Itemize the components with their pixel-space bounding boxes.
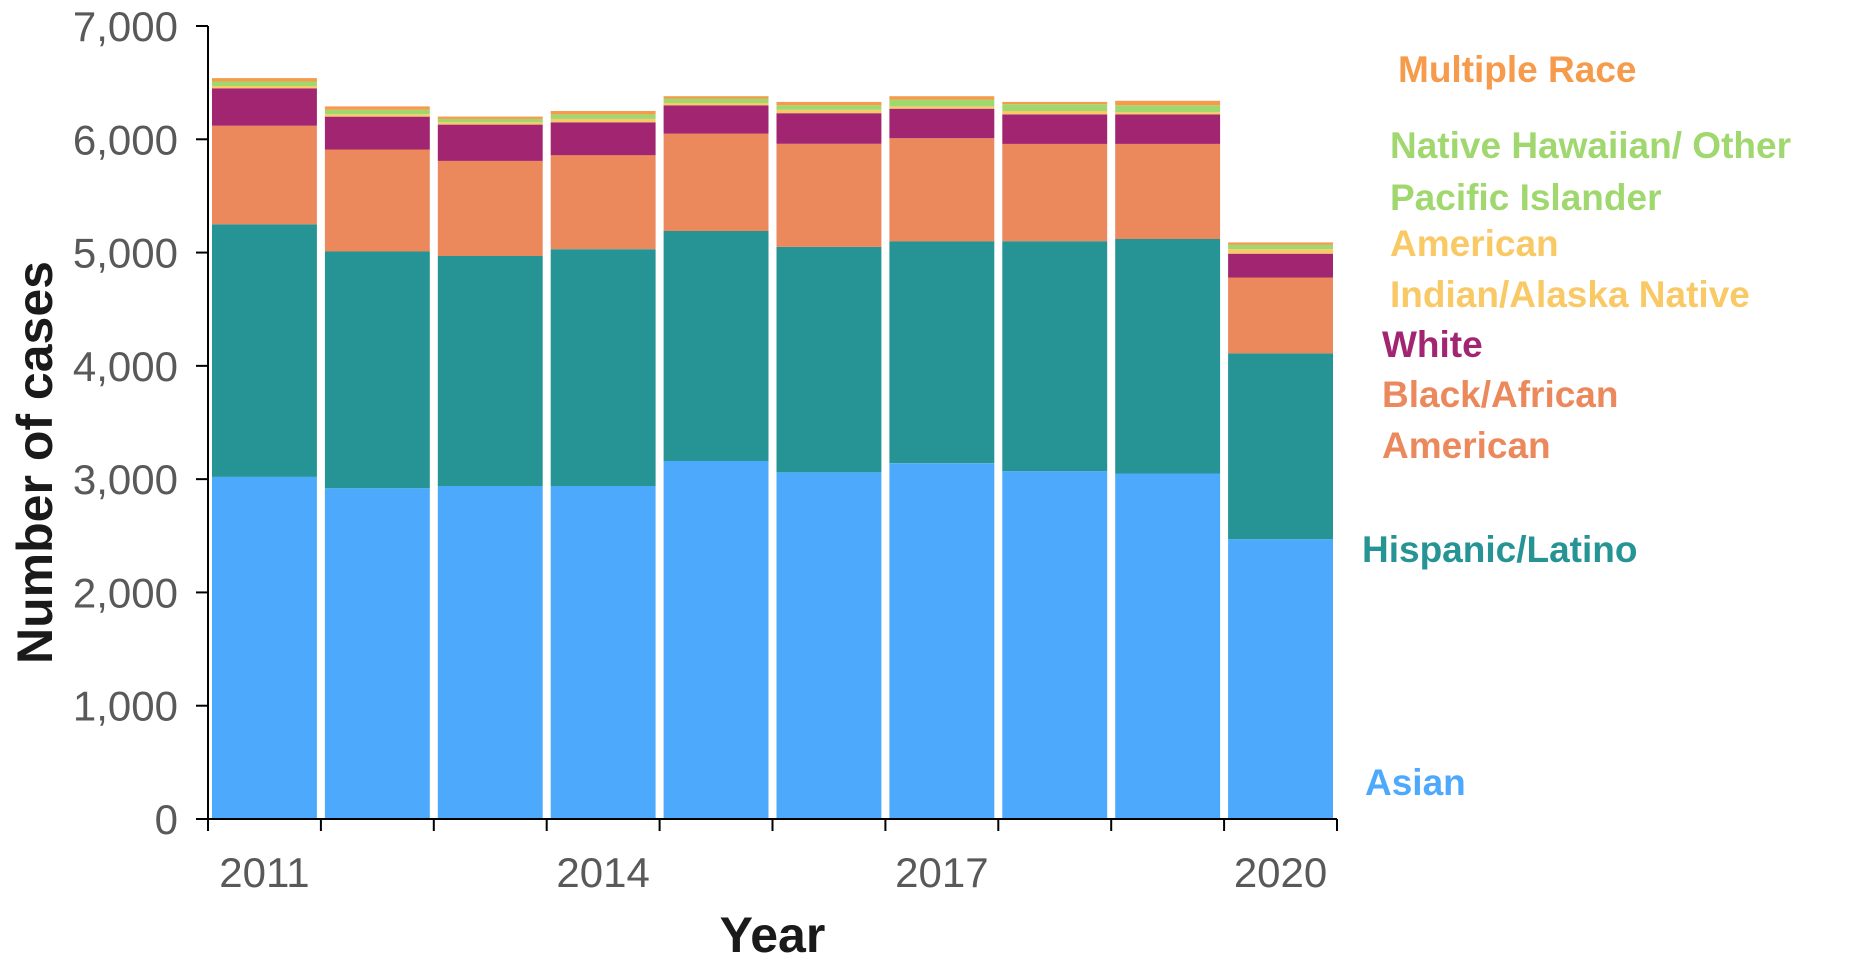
legend-label-5: Native Hawaiian/ Other bbox=[1390, 125, 1791, 166]
bar-segment-2014-2 bbox=[550, 155, 656, 250]
bar-segment-2016-0 bbox=[776, 472, 882, 819]
x-tick-label: 2011 bbox=[219, 849, 309, 896]
bar-segment-2018-0 bbox=[1002, 471, 1108, 819]
y-tick-label: 2,000 bbox=[73, 569, 178, 616]
bar-segment-2016-4 bbox=[776, 109, 882, 114]
legend-label-1: Hispanic/Latino bbox=[1362, 529, 1637, 570]
bar-segment-2014-4 bbox=[550, 118, 656, 123]
bar-segment-2013-6 bbox=[437, 116, 543, 119]
bar-segment-2015-3 bbox=[663, 105, 769, 134]
bar-segment-2019-5 bbox=[1115, 105, 1221, 113]
bar-segment-2020-6 bbox=[1228, 242, 1333, 245]
bar-segment-2012-6 bbox=[324, 106, 430, 110]
bar-segment-2018-5 bbox=[1002, 104, 1108, 111]
bar-segment-2020-5 bbox=[1228, 244, 1333, 250]
bar-segment-2020-1 bbox=[1228, 353, 1333, 540]
bar-segment-2014-5 bbox=[550, 114, 656, 119]
legend: Asian Hispanic/Latino Black/African America… bbox=[1362, 49, 1791, 803]
bar-segment-2017-4 bbox=[889, 106, 995, 109]
bar-segment-2019-4 bbox=[1115, 112, 1221, 115]
bar-segment-2020-2 bbox=[1228, 277, 1333, 354]
bar-segment-2014-1 bbox=[550, 249, 656, 486]
legend-label-6: Multiple Race bbox=[1398, 49, 1637, 90]
bar-segment-2013-2 bbox=[437, 160, 543, 256]
legend-label-4: American bbox=[1390, 223, 1559, 264]
y-tick-label: 3,000 bbox=[73, 456, 178, 503]
y-axis-title: Number of cases bbox=[7, 261, 63, 664]
bar-segment-2018-4 bbox=[1002, 111, 1108, 115]
bar-segment-2018-1 bbox=[1002, 241, 1108, 472]
bar-segment-2015-1 bbox=[663, 231, 769, 461]
x-axis-title: Year bbox=[720, 907, 826, 956]
bar-segment-2012-0 bbox=[324, 488, 430, 819]
bar-segment-2019-6 bbox=[1115, 100, 1221, 106]
bar-segment-2015-6 bbox=[663, 96, 769, 99]
bar-segment-2012-2 bbox=[324, 149, 430, 252]
y-tick-label: 4,000 bbox=[73, 343, 178, 390]
labels-layer: Year Number of cases bbox=[7, 261, 825, 956]
bar-segment-2012-5 bbox=[324, 109, 430, 115]
x-tick-label: 2017 bbox=[895, 849, 988, 896]
bar-segment-2017-3 bbox=[889, 108, 995, 139]
bar-segment-2012-1 bbox=[324, 251, 430, 489]
bar-segment-2015-0 bbox=[663, 461, 769, 819]
x-tick-label: 2020 bbox=[1234, 849, 1327, 896]
bar-segment-2015-5 bbox=[663, 98, 769, 103]
bar-segment-2011-1 bbox=[212, 224, 317, 477]
bar-segment-2011-3 bbox=[212, 88, 317, 126]
bar-segment-2018-2 bbox=[1002, 143, 1108, 242]
bar-segment-2019-1 bbox=[1115, 239, 1221, 474]
bar-segment-2017-6 bbox=[889, 96, 995, 100]
bar-segment-2015-4 bbox=[663, 103, 769, 106]
bar-segment-2011-0 bbox=[212, 476, 317, 819]
bar-segment-2020-0 bbox=[1228, 539, 1333, 819]
bar-segment-2016-3 bbox=[776, 113, 882, 144]
bar-segment-2019-3 bbox=[1115, 114, 1221, 144]
bar-segment-2013-0 bbox=[437, 485, 543, 819]
bar-segment-2017-1 bbox=[889, 241, 995, 464]
bar-segment-2020-4 bbox=[1228, 249, 1333, 254]
bar-segment-2017-5 bbox=[889, 99, 995, 107]
bar-segment-2019-0 bbox=[1115, 473, 1221, 819]
bar-segment-2016-6 bbox=[776, 101, 882, 106]
bar-segment-2017-0 bbox=[889, 463, 995, 819]
bar-segment-2011-4 bbox=[212, 86, 317, 89]
bar-segment-2011-6 bbox=[212, 78, 317, 82]
y-tick-label: 1,000 bbox=[73, 683, 178, 730]
bar-segment-2020-3 bbox=[1228, 253, 1333, 278]
bar-segment-2017-2 bbox=[889, 138, 995, 242]
bar-segment-2012-4 bbox=[324, 114, 430, 117]
bar-segment-2019-2 bbox=[1115, 143, 1221, 239]
bar-segment-2011-5 bbox=[212, 81, 317, 86]
bar-segment-2016-1 bbox=[776, 246, 882, 473]
legend-label-3: White bbox=[1382, 324, 1483, 365]
bar-segment-2016-2 bbox=[776, 143, 882, 247]
legend-label-2: American bbox=[1382, 425, 1551, 466]
bar-segment-2016-5 bbox=[776, 105, 882, 110]
x-tick-label: 2014 bbox=[556, 849, 649, 896]
bar-segment-2014-6 bbox=[550, 111, 656, 115]
bar-segment-2015-2 bbox=[663, 133, 769, 231]
bar-segment-2013-3 bbox=[437, 124, 543, 161]
bar-segment-2018-6 bbox=[1002, 101, 1108, 105]
bar-segment-2013-5 bbox=[437, 118, 543, 123]
bar-segment-2014-3 bbox=[550, 122, 656, 156]
legend-label-4: Indian/Alaska Native bbox=[1390, 274, 1750, 315]
bar-segment-2011-2 bbox=[212, 125, 317, 225]
bar-segment-2014-0 bbox=[550, 485, 656, 819]
y-tick-label: 5,000 bbox=[73, 230, 178, 277]
bar-segment-2013-1 bbox=[437, 256, 543, 486]
y-tick-label: 6,000 bbox=[73, 116, 178, 163]
legend-label-2: Black/African bbox=[1382, 374, 1619, 415]
axes-layer: 0 1,000 2,000 3,000 4,000 5,000 6,000 7,000 2011… bbox=[73, 3, 1338, 896]
bars-layer bbox=[212, 78, 1333, 819]
y-tick-label: 0 bbox=[155, 796, 178, 843]
legend-label-5: Pacific Islander bbox=[1390, 177, 1661, 218]
y-tick-label: 7,000 bbox=[73, 3, 178, 50]
legend-label-0: Asian bbox=[1365, 762, 1466, 803]
bar-segment-2012-3 bbox=[324, 116, 430, 150]
bar-segment-2018-3 bbox=[1002, 114, 1108, 144]
bar-segment-2013-4 bbox=[437, 122, 543, 125]
